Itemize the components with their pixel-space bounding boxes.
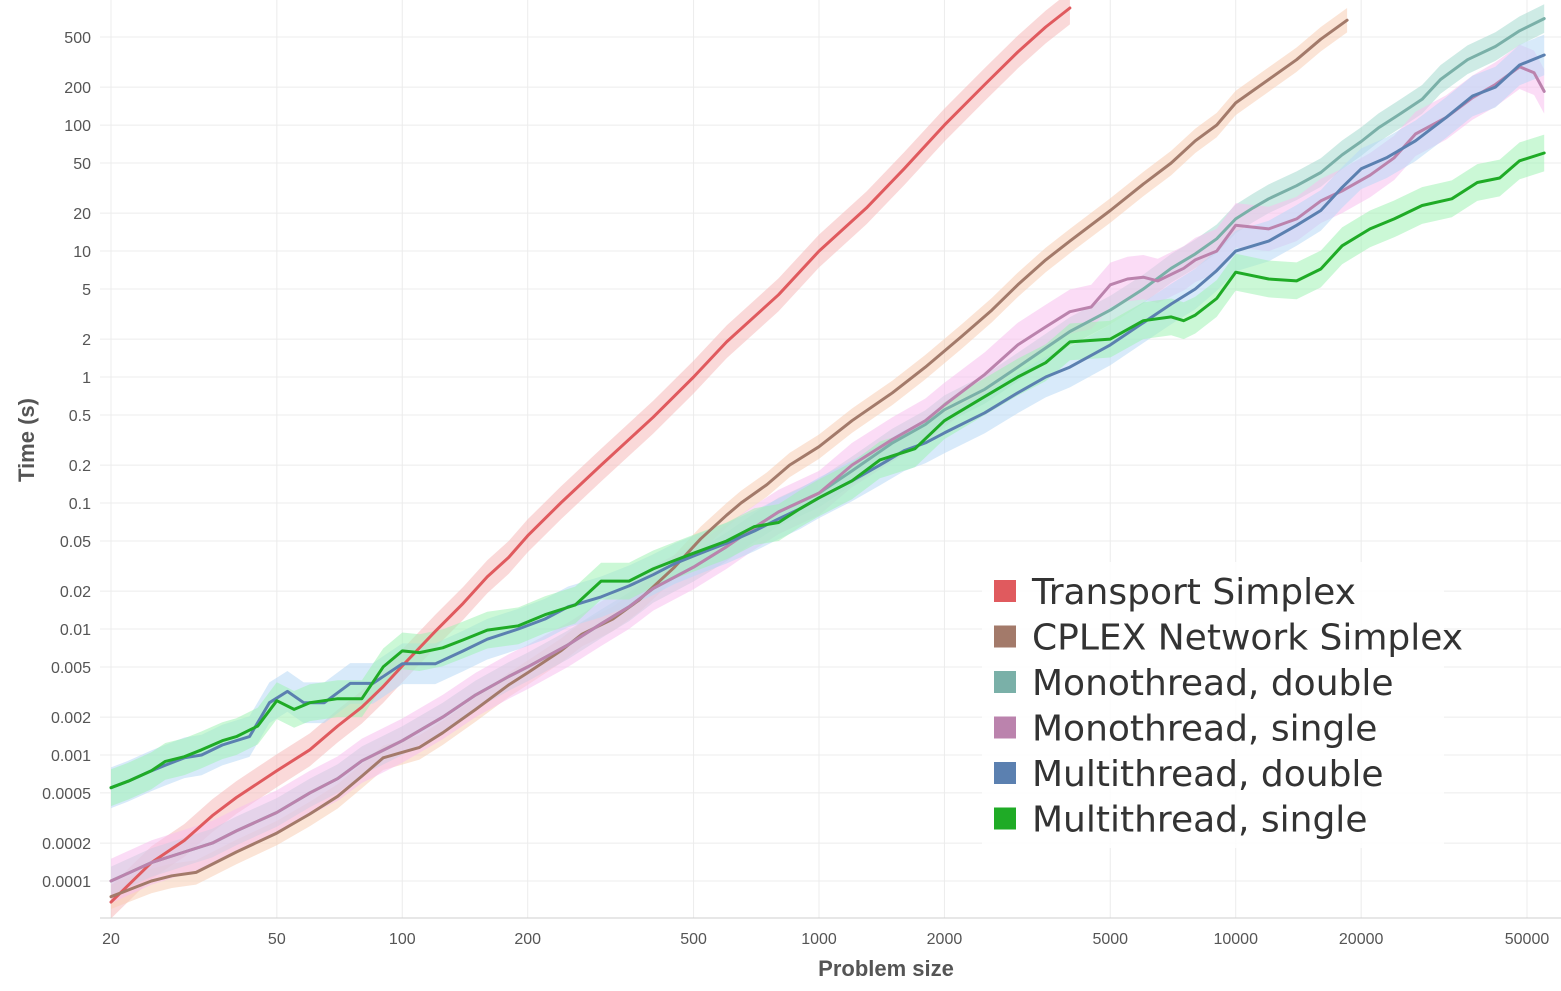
y-tick-label: 10 [73, 244, 91, 261]
y-tick-label: 0.0002 [42, 836, 91, 853]
y-tick-label: 100 [64, 118, 91, 135]
legend-label-cplex-network-simplex: CPLEX Network Simplex [1032, 618, 1463, 659]
y-tick-label: 0.005 [51, 660, 91, 677]
y-tick-label: 0.0001 [42, 874, 91, 891]
y-tick-label: 0.002 [51, 710, 91, 727]
legend-label-monothread-double: Monothread, double [1032, 663, 1394, 704]
series-lines [109, 6, 1546, 904]
line-transport-simplex [109, 6, 1072, 904]
y-tick-label: 0.05 [60, 534, 91, 551]
x-axis-label: Problem size [818, 956, 954, 981]
y-tick-label: 0.02 [60, 584, 91, 601]
x-tick-label: 500 [680, 931, 707, 948]
y-tick-label: 5 [82, 282, 91, 299]
legend-background [982, 562, 1444, 848]
legend-label-transport-simplex: Transport Simplex [1031, 572, 1356, 613]
legend-swatch-cplex-network-simplex [994, 625, 1016, 648]
legend-swatch-monothread-single [994, 716, 1016, 739]
y-tick-label: 0.0005 [42, 786, 91, 803]
x-ticks: 20 50 100 200 500 1000 2000 5000 10000 20000 50000 [102, 931, 1549, 948]
legend-label-multithread-double: Multithread, double [1032, 754, 1384, 795]
x-tick-label: 1000 [801, 931, 837, 948]
x-tick-label: 50000 [1505, 931, 1550, 948]
x-tick-label: 200 [514, 931, 541, 948]
line-multithread-single [109, 151, 1546, 790]
legend-swatch-multithread-double [994, 762, 1016, 784]
x-tick-label: 100 [389, 931, 416, 948]
y-tick-label: 500 [64, 30, 91, 47]
x-tick-label: 20000 [1339, 931, 1384, 948]
y-tick-label: 0.2 [69, 458, 91, 475]
y-tick-label: 20 [73, 206, 91, 223]
x-tick-label: 50 [268, 931, 286, 948]
y-tick-label: 50 [73, 156, 91, 173]
y-tick-label: 1 [82, 370, 91, 387]
legend-label-monothread-single: Monothread, single [1032, 709, 1377, 750]
y-tick-label: 0.001 [51, 748, 91, 765]
y-axis-label: Time (s) [14, 398, 39, 482]
y-tick-label: 0.5 [69, 408, 91, 425]
band-transport-simplex [111, 0, 1070, 918]
y-tick-label: 0.01 [60, 622, 91, 639]
y-ticks: 500 200 100 50 20 10 5 2 1 0.5 0.2 0.1 0.05 0.02 0.01 0… [42, 30, 91, 891]
y-tick-label: 2 [82, 332, 91, 349]
legend-swatch-multithread-single [994, 807, 1016, 830]
x-tick-label: 2000 [927, 931, 963, 948]
y-tick-label: 0.1 [69, 496, 91, 513]
x-tick-label: 5000 [1092, 931, 1128, 948]
line-monothread-single [109, 65, 1546, 883]
legend-swatch-transport-simplex [994, 580, 1016, 602]
x-tick-label: 10000 [1213, 931, 1258, 948]
y-tick-label: 200 [64, 80, 91, 97]
x-tick-label: 20 [102, 931, 120, 948]
legend-swatch-monothread-double [994, 671, 1016, 693]
line-multithread-double [109, 53, 1546, 790]
line-cplex-network-simplex [109, 18, 1349, 899]
legend-label-multithread-single: Multithread, single [1032, 800, 1367, 841]
